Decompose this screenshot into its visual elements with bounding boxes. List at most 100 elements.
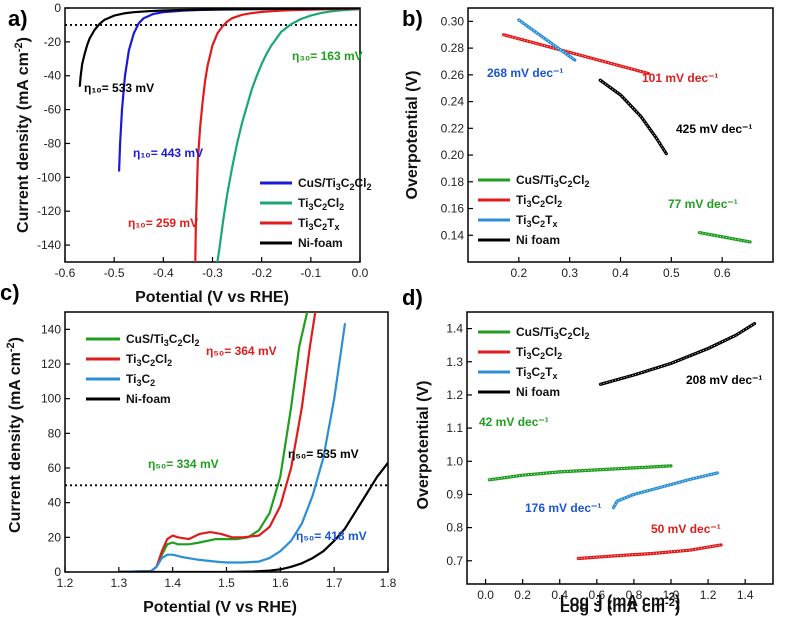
y-tick-label: 0.16 — [441, 202, 465, 216]
x-tick-label: 1.2 — [57, 576, 74, 590]
x-tick-label: -0.4 — [153, 266, 174, 280]
legend-label: CuS/Ti3C2Cl2 — [516, 325, 590, 341]
x-tick-label: 0.4 — [612, 266, 629, 280]
panel-b: 0.2 0.3 0.4 0.5 0.6 0.14 0.16 0.18 0.20 0.22 0.24 0… — [402, 6, 774, 610]
x-tick-label: 0.8 — [626, 588, 643, 602]
y-axis-label: Overpotential (V) — [415, 381, 432, 510]
series-line-2 — [611, 471, 720, 510]
annotation-label: 101 mV dec⁻¹ — [642, 71, 718, 85]
y-tick-label: -120 — [37, 204, 61, 218]
y-tick-label: 0 — [54, 1, 61, 15]
x-tick-label: 1.7 — [326, 576, 343, 590]
annotation-label: η₁₀= 533 mV — [84, 81, 154, 95]
annotation-label: 425 mV dec⁻¹ — [676, 122, 752, 136]
y-tick-label: 1.3 — [446, 355, 463, 369]
y-axis-label: Current density (mA cm-2) — [5, 337, 24, 533]
x-tick-label: 0.0 — [477, 588, 494, 602]
x-tick-label: -0.3 — [202, 266, 223, 280]
y-tick-label: 20 — [48, 530, 62, 544]
y-tick-label: 100 — [41, 392, 61, 406]
x-tick-label: 1.0 — [663, 588, 680, 602]
panel-label: b) — [402, 6, 423, 31]
series-line-2 — [194, 8, 360, 262]
x-tick-label: 0.6 — [714, 266, 731, 280]
y-tick-label: -140 — [37, 238, 61, 252]
legend-label: Ni foam — [516, 385, 560, 399]
y-tick-label: 0.30 — [441, 14, 465, 28]
annotation-label: 176 mV dec⁻¹ — [525, 501, 601, 515]
legend-label: Ti3C2Cl2 — [516, 193, 562, 209]
series-line-1 — [576, 543, 723, 561]
annotation-label: η₅₀= 418 mV — [296, 529, 367, 543]
x-tick-label: -0.2 — [251, 266, 272, 280]
series-fit-dots-1 — [578, 544, 722, 559]
x-tick-label: 1.8 — [380, 576, 397, 590]
legend-label: CuS/Ti3C2Cl2 — [516, 173, 590, 189]
panel-a: -0.6 -0.5 -0.4 -0.3 -0.2 -0.1 0.0 0 -20 -40 -60 -80… — [8, 1, 372, 306]
series-line-0 — [117, 312, 309, 572]
x-tick-label: 1.5 — [218, 576, 235, 590]
x-tick-label: -0.5 — [104, 266, 125, 280]
series-fit-dots-3 — [600, 323, 755, 385]
x-axis-label: Log J (mA cm-2) — [560, 597, 680, 616]
y-tick-label: -80 — [44, 136, 62, 150]
series-fit-dots-3 — [599, 79, 667, 154]
annotation-label: η₃₀= 163 mV — [292, 49, 363, 63]
annotation-label: 268 mV dec⁻¹ — [487, 66, 563, 80]
legend-label: Ni-foam — [126, 392, 171, 406]
y-axis-label: Overpotential (V) — [404, 71, 421, 200]
panel-label: a) — [8, 6, 28, 31]
y-tick-label: 0.8 — [446, 521, 463, 535]
x-tick-label: 1.4 — [164, 576, 181, 590]
annotation-label: η₅₀= 364 mV — [206, 344, 277, 358]
y-tick-label: 120 — [41, 357, 61, 371]
y-tick-label: 1.0 — [446, 454, 463, 468]
y-tick-label: 0.20 — [441, 148, 465, 162]
series-line-0 — [487, 464, 673, 482]
x-tick-label: -0.6 — [55, 266, 76, 280]
series-line-2 — [117, 323, 346, 572]
x-tick-label: -0.1 — [300, 266, 321, 280]
x-tick-label: 0.2 — [510, 266, 527, 280]
series-line-1 — [117, 312, 317, 572]
y-tick-label: 1.2 — [446, 388, 463, 402]
series-line-1 — [216, 8, 360, 262]
legend-label: Ti3C2Tx — [516, 365, 558, 381]
plot-frame — [466, 311, 774, 585]
x-tick-label: 1.3 — [110, 576, 127, 590]
y-tick-label: 0.22 — [441, 121, 465, 135]
panel-c: 1.2 1.3 1.4 1.5 1.6 1.7 1.8 0 20 40 60 80 100 120 140 C… — [0, 280, 397, 616]
x-tick-label: 0.6 — [588, 588, 605, 602]
legend-label: Ti3C2Tx — [516, 213, 558, 229]
y-tick-label: 0.9 — [446, 487, 463, 501]
panel-label: d) — [402, 285, 423, 310]
annotation-label: η₅₀= 535 mV — [288, 447, 359, 461]
y-tick-label: 0.28 — [441, 41, 465, 55]
annotation-label: η₅₀= 334 mV — [148, 457, 219, 471]
legend-label: Ti3C2Cl2 — [126, 352, 172, 368]
legend-label: Ni-foam — [298, 236, 343, 250]
x-tick-label: 1.4 — [737, 588, 754, 602]
y-tick-label: -20 — [44, 35, 62, 49]
x-tick-label: 0.4 — [551, 588, 568, 602]
x-axis-label: Potential (V vs RHE) — [143, 599, 297, 616]
y-tick-label: 0.24 — [441, 95, 465, 109]
y-tick-label: 0.26 — [441, 68, 465, 82]
x-axis-label: Log J (mA cm-2) — [560, 591, 680, 610]
x-tick-label: 0.5 — [663, 266, 680, 280]
y-tick-label: 40 — [48, 496, 62, 510]
series-line-3 — [598, 78, 668, 156]
annotation-label: 42 mV dec⁻¹ — [479, 415, 549, 429]
panel-d: 0.0 0.2 0.4 0.6 0.8 1.0 1.2 1.4 0.7 0.8 0.9 1.0 1.1 1… — [402, 285, 774, 616]
x-tick-label: 0.0 — [352, 266, 369, 280]
y-tick-label: 140 — [41, 322, 61, 336]
y-tick-label: 60 — [48, 461, 62, 475]
annotation-label: 77 mV dec⁻¹ — [668, 197, 738, 211]
y-tick-label: -40 — [44, 69, 62, 83]
annotation-label: 208 mV dec⁻¹ — [686, 373, 762, 387]
x-axis-label: Potential (V vs RHE) — [135, 289, 289, 306]
y-tick-label: 0.7 — [446, 554, 463, 568]
annotation-label: η₁₀= 259 mV — [128, 216, 198, 230]
y-tick-label: -100 — [37, 170, 61, 184]
